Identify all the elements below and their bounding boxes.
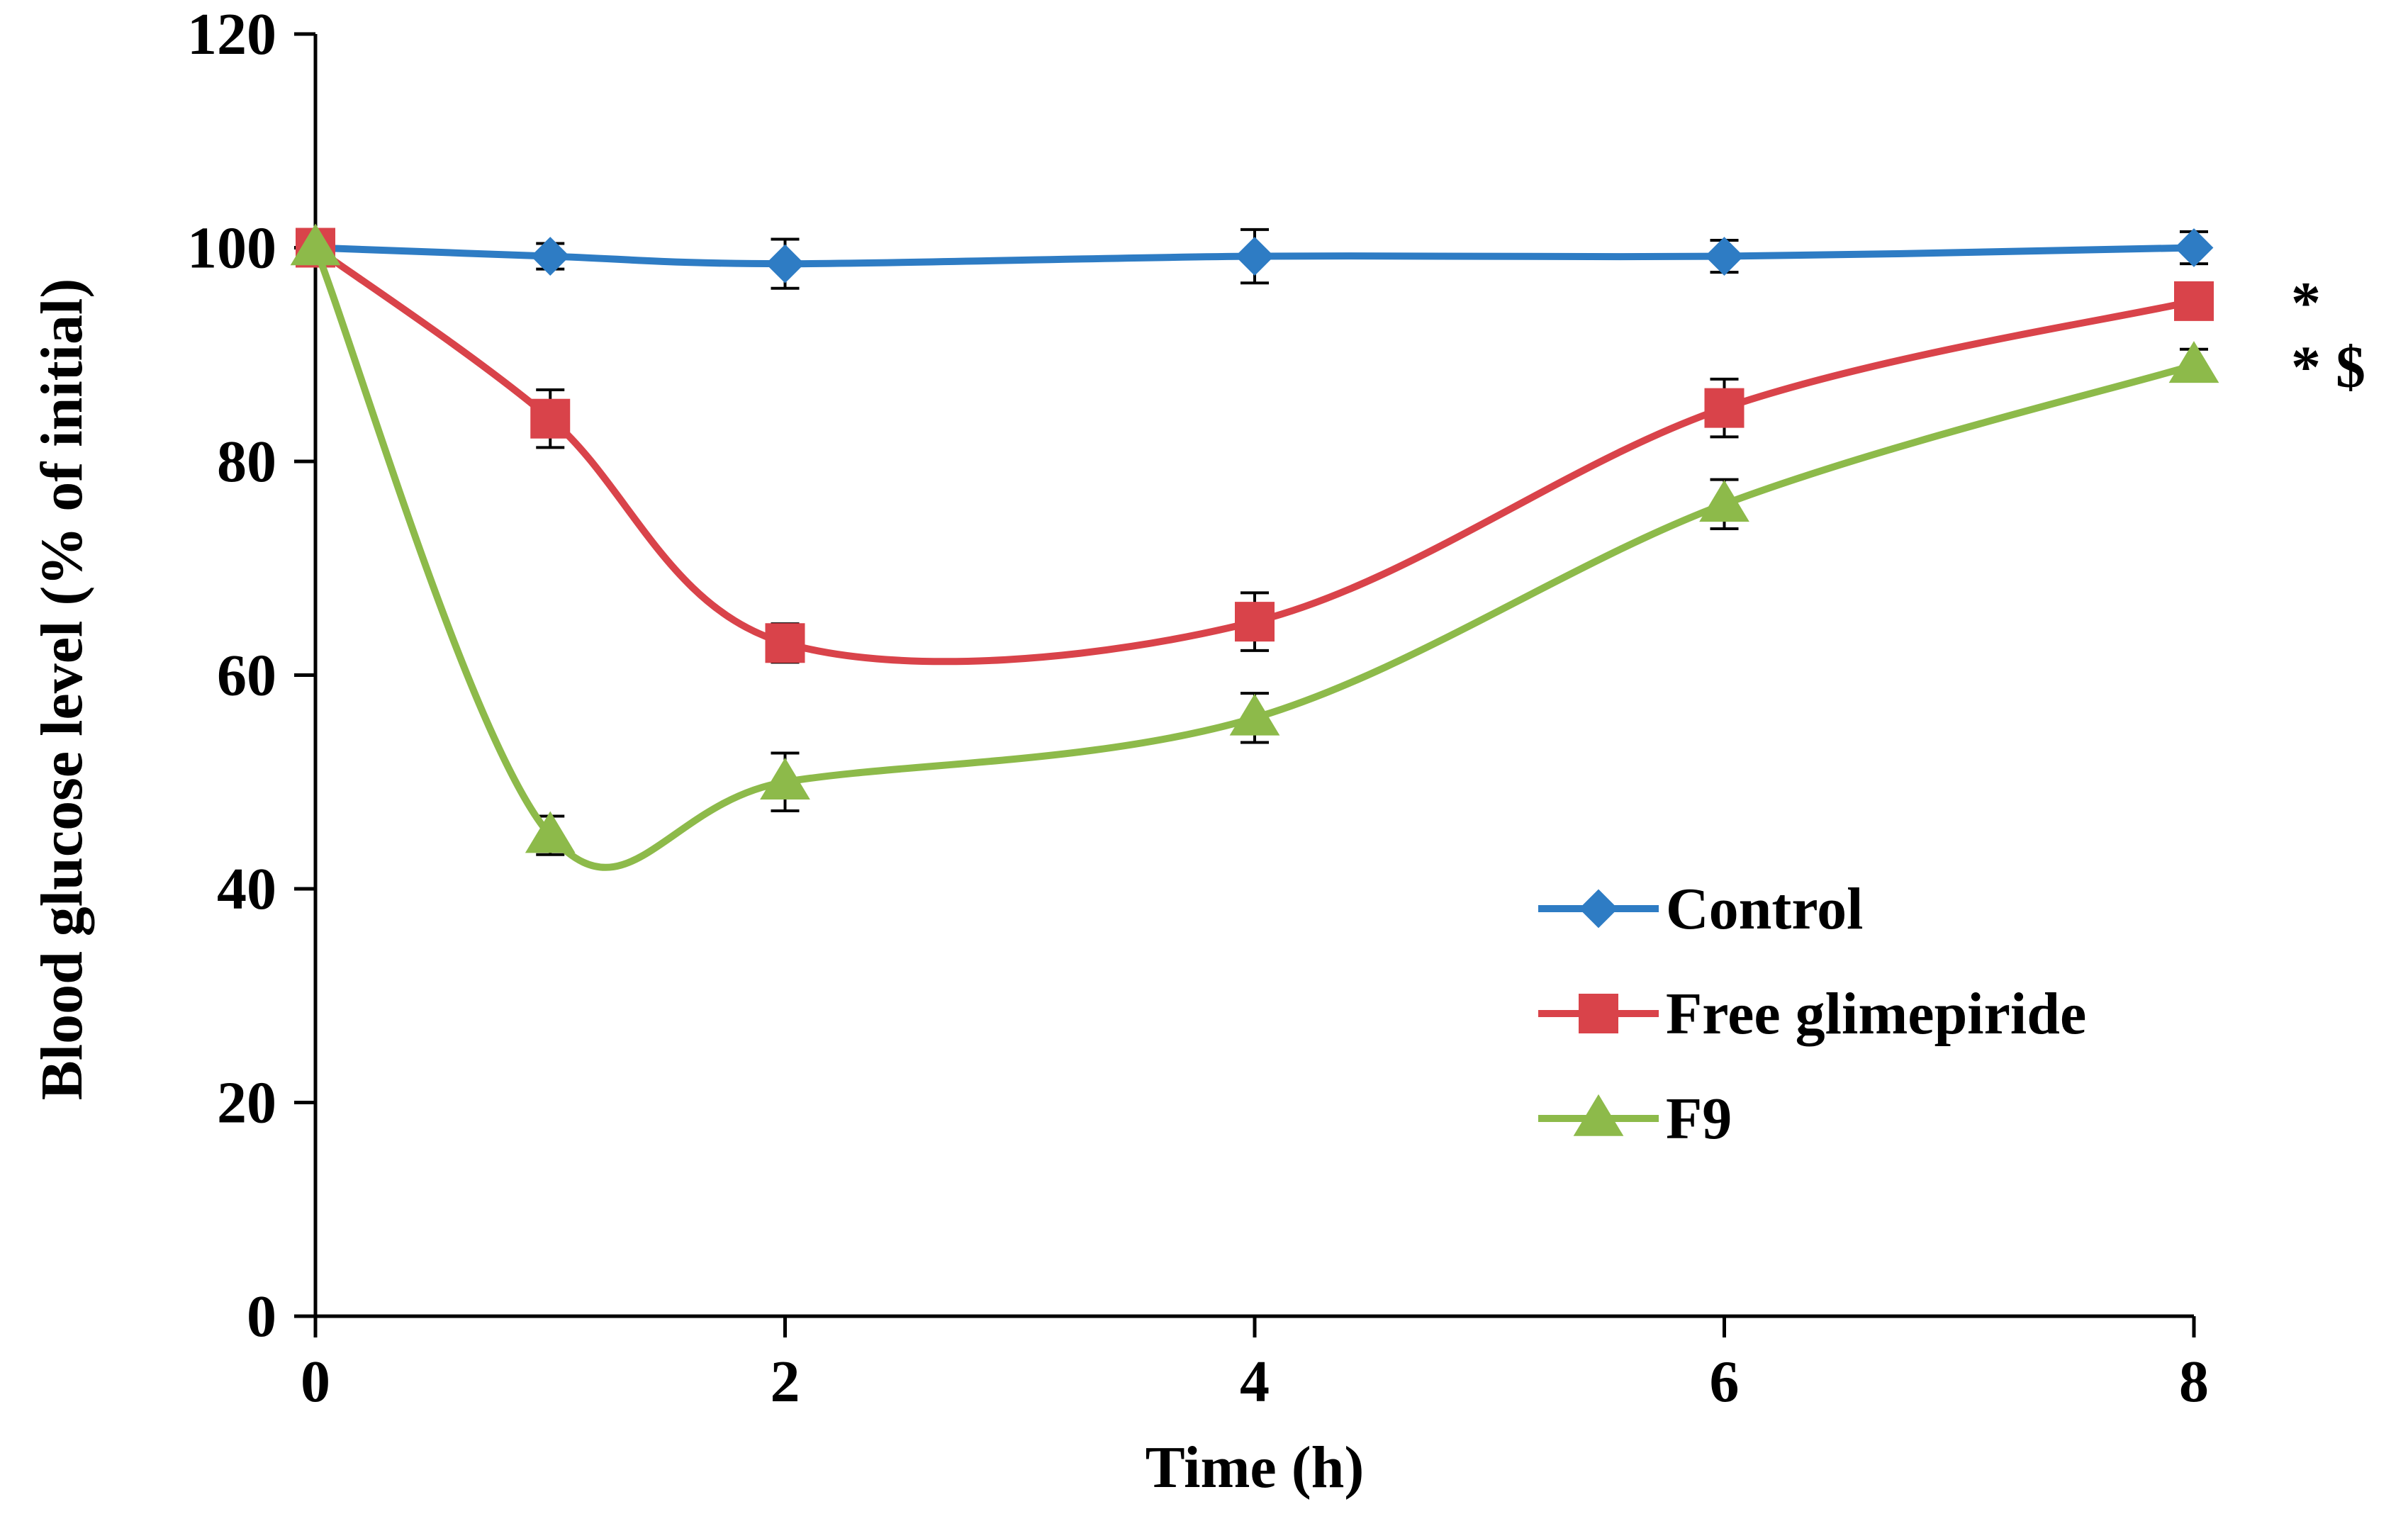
x-tick-label: 6 — [1710, 1349, 1740, 1415]
data-point — [1235, 237, 1275, 276]
data-point — [530, 398, 571, 439]
y-tick-label: 0 — [247, 1284, 276, 1350]
legend-marker — [1573, 1094, 1624, 1136]
data-point — [2168, 341, 2219, 383]
legend: Control Free glimepiride F9 — [1538, 876, 2086, 1152]
series-control — [296, 228, 2214, 290]
x-tick-label: 4 — [1240, 1349, 1270, 1415]
data-point — [2174, 228, 2214, 267]
significance-label: * — [2291, 270, 2321, 336]
legend-marker — [1579, 994, 1618, 1033]
y-tick-label: 120 — [187, 1, 276, 67]
x-tick-label: 0 — [301, 1349, 330, 1415]
data-point — [1704, 388, 1745, 428]
series-free-glimepiride — [296, 228, 2214, 666]
data-point — [1229, 693, 1280, 736]
series-f9 — [290, 223, 2219, 871]
data-point — [1235, 602, 1275, 642]
series-line — [312, 244, 2197, 871]
legend-item-control: Control — [1538, 876, 1863, 942]
y-tick-label: 60 — [217, 643, 276, 709]
y-tick-label: 80 — [217, 429, 276, 495]
legend-item-f9: F9 — [1538, 1086, 1732, 1152]
legend-item-free-glimepiride: Free glimepiride — [1538, 981, 2086, 1047]
x-tick-label: 8 — [2179, 1349, 2209, 1415]
data-point — [2174, 281, 2214, 321]
x-tick-label: 2 — [771, 1349, 800, 1415]
data-point — [765, 623, 805, 663]
significance-label: * $ — [2291, 334, 2365, 400]
annotations: ** $ — [2291, 270, 2365, 400]
y-tick-label: 100 — [187, 215, 276, 281]
y-axis-title: Blood glucose level (% of initial) — [29, 279, 95, 1101]
series-layer — [290, 223, 2219, 871]
legend-marker — [1579, 889, 1618, 928]
legend-label: Control — [1666, 876, 1863, 942]
legend-label: F9 — [1666, 1086, 1732, 1152]
data-point — [1699, 480, 1749, 522]
data-point — [1705, 237, 1744, 276]
axes: Time (h) Blood glucose level (% of initi… — [29, 1, 2209, 1500]
data-point — [290, 223, 341, 266]
y-tick-label: 20 — [217, 1070, 276, 1136]
data-point — [766, 244, 805, 284]
data-point — [760, 758, 810, 800]
x-axis-title: Time (h) — [1146, 1435, 1365, 1500]
data-point — [525, 811, 576, 853]
data-point — [530, 237, 570, 276]
legend-label: Free glimepiride — [1666, 981, 2086, 1047]
y-tick-label: 40 — [217, 856, 276, 922]
